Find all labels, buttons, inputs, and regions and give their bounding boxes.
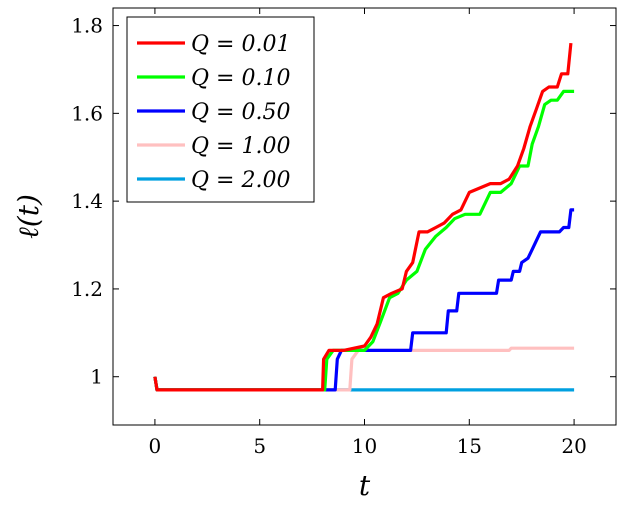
series-line-4 [153,376,575,392]
legend-label-2: Q = 0.50 [191,100,290,125]
legend-label-1: Q = 0.10 [191,66,290,91]
y-axis-label: ℓ(t) [12,194,45,239]
y-tick-label: 1 [90,365,103,389]
legend-label-4: Q = 2.00 [191,168,290,193]
x-axis-label: t [359,469,371,502]
x-tick-label: 15 [457,434,482,458]
series-line-0 [153,42,573,392]
x-tick-label: 20 [561,434,586,458]
legend-label-3: Q = 1.00 [191,134,290,159]
plot-area [153,42,575,392]
x-tick-label: 10 [352,434,377,458]
legend: Q = 0.01 Q = 0.10 Q = 0.50 Q = 1.00 Q = 2.00 [126,16,315,203]
series-line-2 [153,208,575,392]
axis-ticks: 0 5 10 15 20 1 1.2 1.4 1.6 1.8 [71,8,616,458]
legend-label-0: Q = 0.01 [191,32,290,57]
series-line-3 [153,346,575,392]
y-tick-label: 1.4 [71,189,103,213]
y-tick-label: 1.8 [71,14,103,38]
x-tick-label: 5 [253,434,266,458]
x-tick-label: 0 [149,434,162,458]
y-tick-label: 1.2 [71,277,103,301]
y-tick-label: 1.6 [71,101,103,125]
